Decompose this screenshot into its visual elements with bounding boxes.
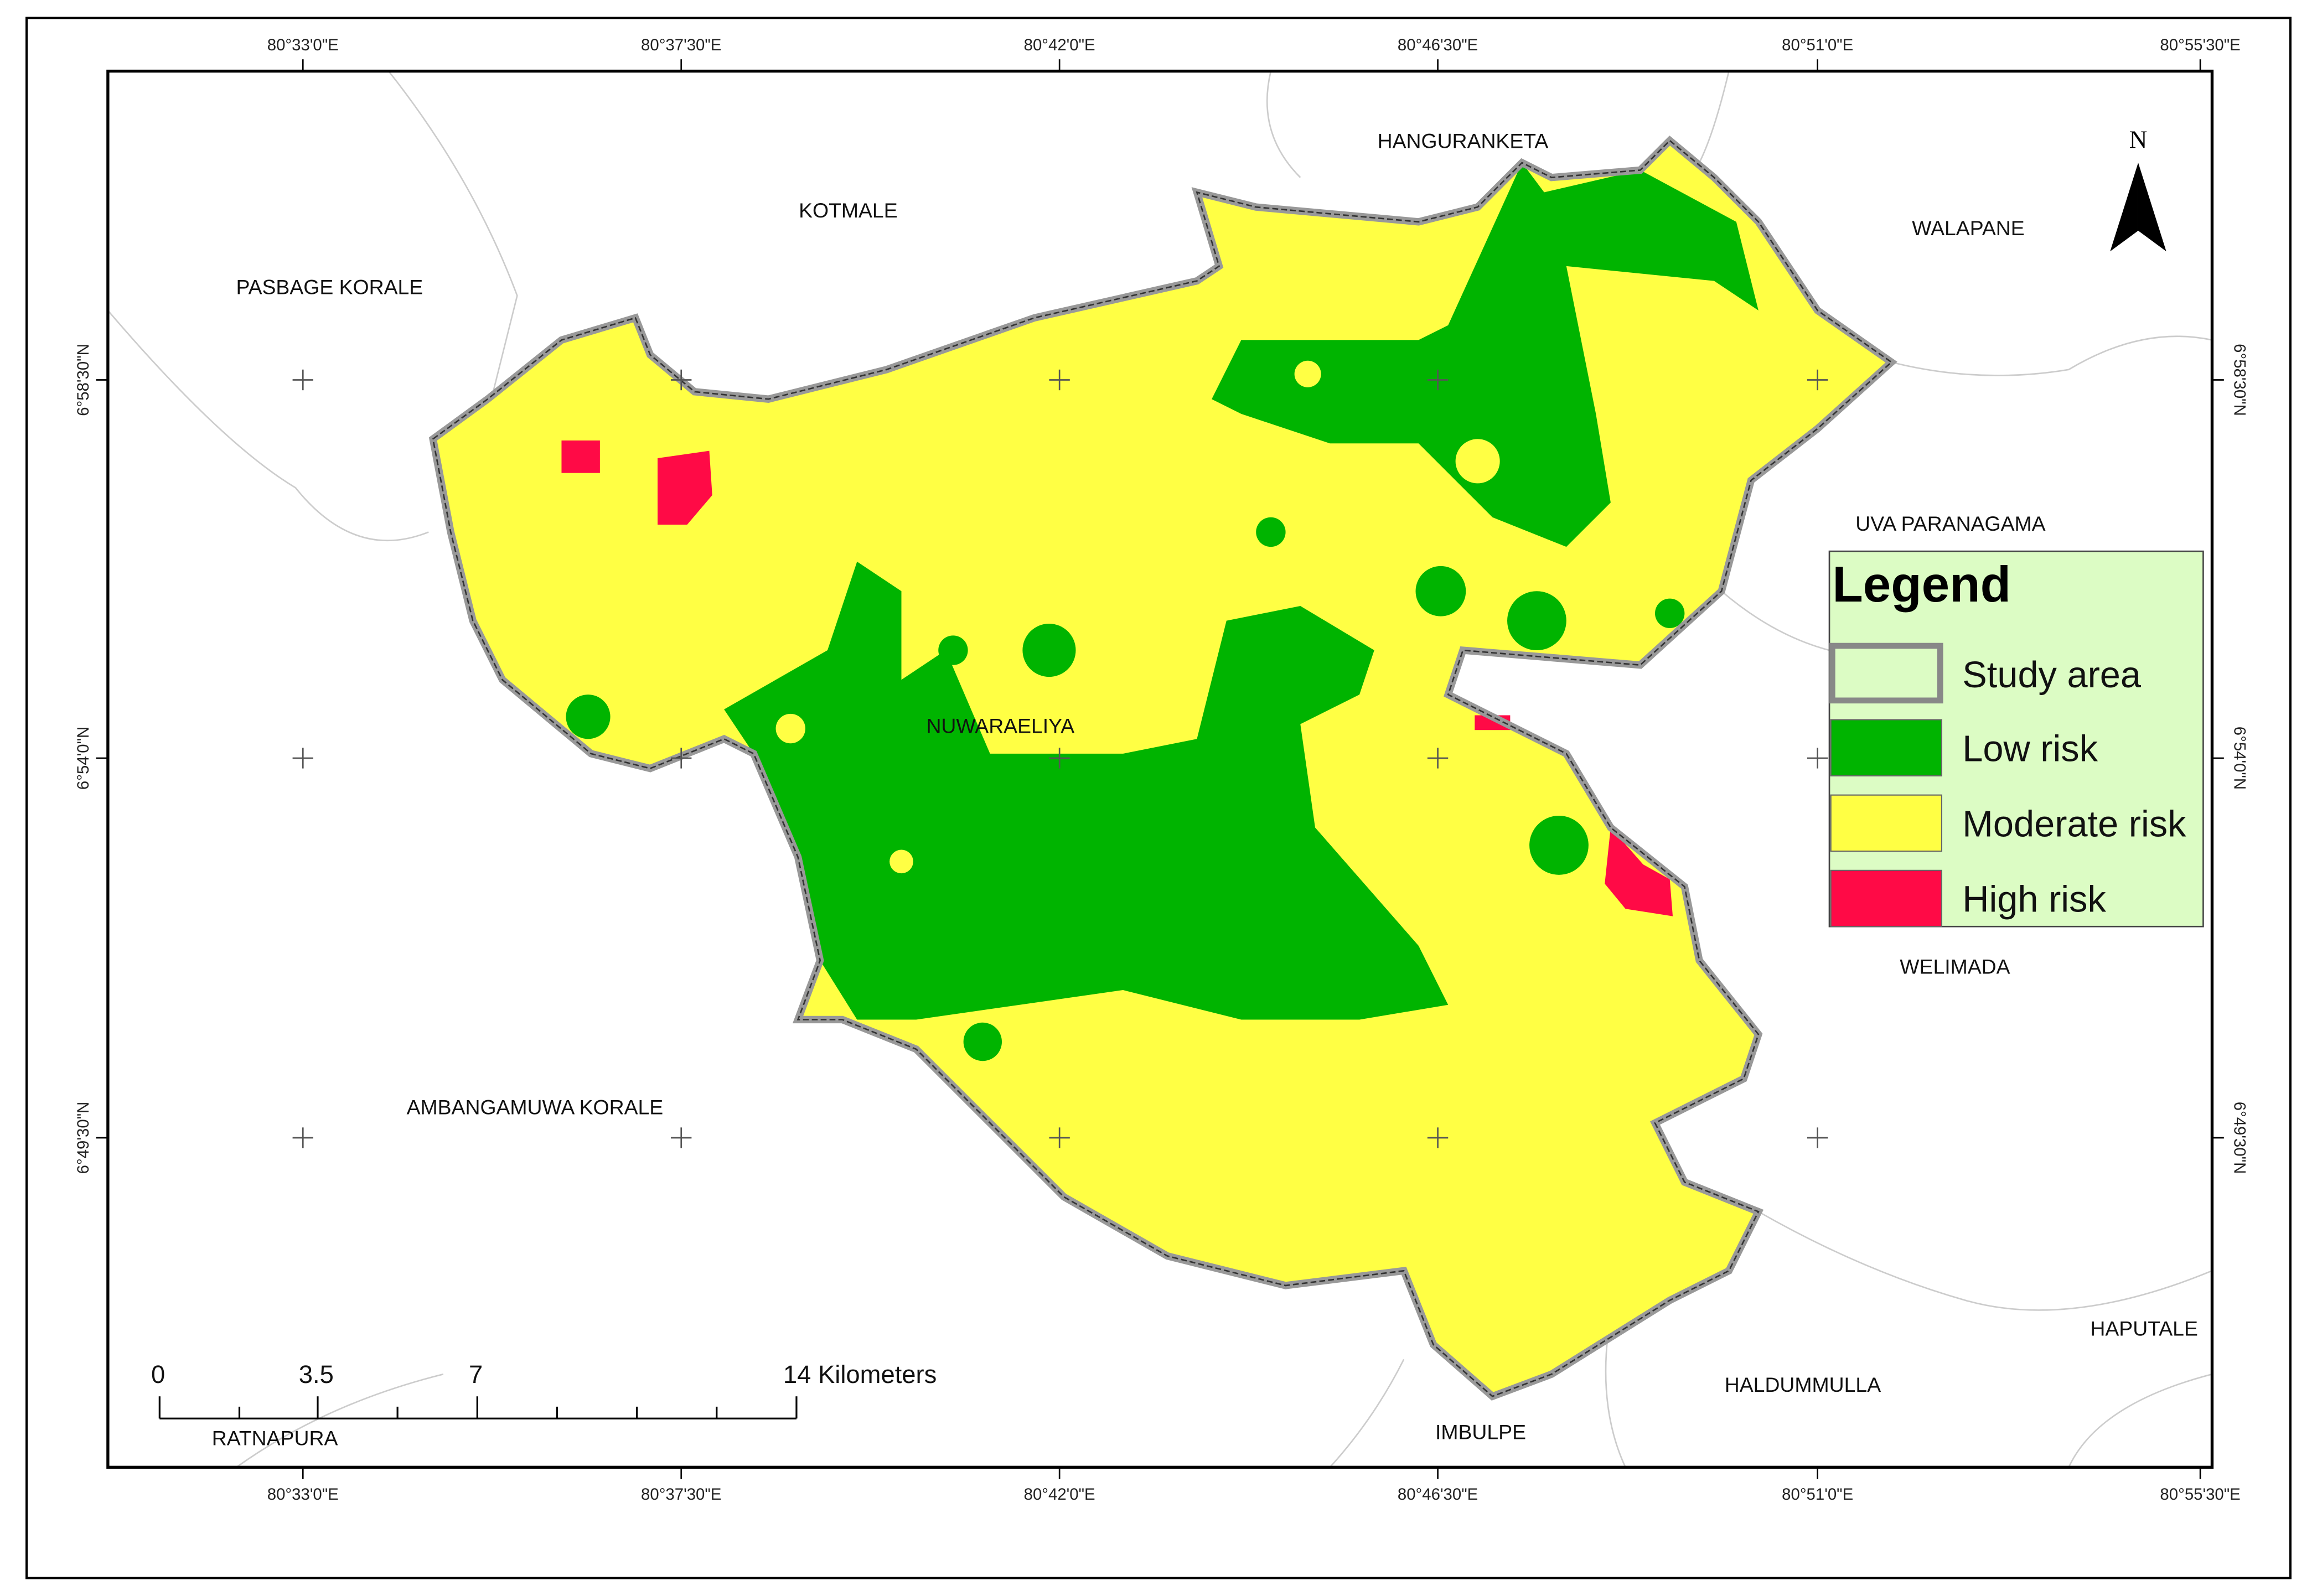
legend-title: Legend <box>1832 557 2011 613</box>
lat-label: 6°49'30"N <box>74 1102 92 1174</box>
lat-label: 6°58'30"N <box>2231 344 2249 416</box>
lat-label: 6°49'30"N <box>2231 1102 2249 1174</box>
north-label: N <box>2129 126 2148 153</box>
lon-label: 80°33'0"E <box>267 36 339 54</box>
low-risk-patch <box>1529 816 1589 875</box>
moderate-risk-patch <box>775 713 805 744</box>
lon-label: 80°37'30"E <box>641 36 721 54</box>
low-risk-patch <box>1256 517 1286 547</box>
place-label: HANGURANKETA <box>1378 129 1549 152</box>
place-label: HAPUTALE <box>2090 1317 2197 1340</box>
low-risk-zone <box>1212 163 1759 547</box>
legend-label: Moderate risk <box>1962 804 2186 844</box>
legend-swatch <box>1830 794 1942 852</box>
place-label: IMBULPE <box>1435 1421 1526 1444</box>
place-label: AMBANGAMUWA KORALE <box>407 1095 664 1118</box>
lon-label: 80°42'0"E <box>1024 36 1095 54</box>
moderate-risk-patch <box>1455 439 1500 484</box>
scale-label: 7 <box>469 1360 483 1388</box>
scale-label: 0 <box>151 1360 165 1388</box>
north-arrow: N <box>2110 126 2166 252</box>
legend-label: High risk <box>1962 879 2106 920</box>
place-label: KOTMALE <box>799 199 898 222</box>
study-area-boundary-dash <box>432 139 1893 1397</box>
place-label: RATNAPURA <box>212 1426 338 1449</box>
place-label: WELIMADA <box>1900 955 2010 978</box>
high-risk-patch <box>657 450 712 525</box>
legend-swatch <box>1830 719 1942 777</box>
low-risk-patch <box>1415 566 1466 616</box>
place-label: UVA PARANAGAMA <box>1855 512 2045 535</box>
lon-label: 80°55'30"E <box>2160 1485 2240 1504</box>
moderate-risk-patch <box>1294 360 1321 387</box>
lat-label: 6°54'0"N <box>74 727 92 790</box>
low-risk-patch <box>1022 623 1076 677</box>
legend-label: Study area <box>1962 655 2142 696</box>
place-label: NUWARAELIYA <box>926 714 1074 738</box>
high-risk-patch <box>1605 827 1673 916</box>
legend-swatch <box>1830 869 1942 927</box>
lon-label: 80°51'0"E <box>1782 1485 1853 1504</box>
lon-label: 80°55'30"E <box>2160 36 2240 54</box>
scale-bar <box>158 1396 798 1419</box>
lat-label: 6°54'0"N <box>2231 727 2249 790</box>
context-lines <box>107 70 2212 1468</box>
map-frame <box>106 69 2214 1469</box>
place-label: WALAPANE <box>1912 216 2024 240</box>
scale-label: 3.5 <box>299 1360 334 1388</box>
legend-label: Low risk <box>1962 728 2098 769</box>
high-risk-patch <box>561 440 600 473</box>
low-risk-patch <box>938 635 968 665</box>
place-label: PASBAGE KORALE <box>236 276 423 299</box>
low-risk-zone <box>724 561 1449 1020</box>
lon-label: 80°42'0"E <box>1024 1485 1095 1504</box>
lat-label: 6°58'30"N <box>74 344 92 416</box>
low-risk-patch <box>566 695 611 739</box>
lon-label: 80°37'30"E <box>641 1485 721 1504</box>
lon-label: 80°51'0"E <box>1782 36 1853 54</box>
scale-label: 14 Kilometers <box>783 1360 937 1388</box>
lon-label: 80°46'30"E <box>1398 1485 1478 1504</box>
legend-swatch <box>1829 642 1943 704</box>
moderate-risk-patch <box>889 849 913 874</box>
lon-label: 80°33'0"E <box>267 1485 339 1504</box>
study-area <box>428 135 1897 1401</box>
low-risk-patch <box>1507 591 1566 651</box>
lon-label: 80°46'30"E <box>1398 36 1478 54</box>
place-label: HALDUMMULLA <box>1725 1373 1881 1396</box>
graticule <box>292 369 1828 1148</box>
low-risk-patch <box>1655 598 1685 628</box>
low-risk-patch <box>963 1022 1002 1061</box>
